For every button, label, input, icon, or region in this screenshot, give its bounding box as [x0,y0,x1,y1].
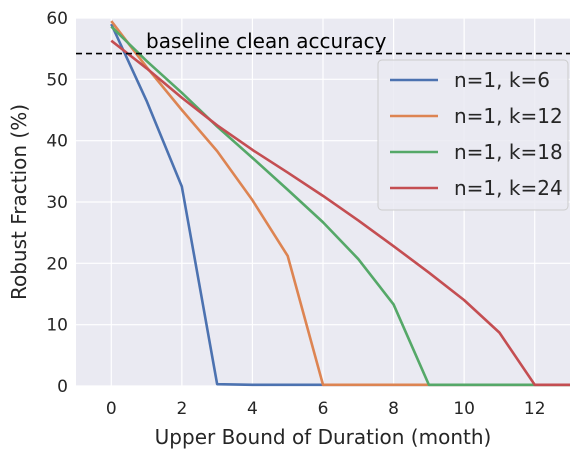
series-line [110,25,570,387]
y-tick-label: 10 [46,316,68,336]
legend-label: n=1, k=6 [454,68,550,92]
x-tick-label: 0 [106,399,117,419]
y-axis-label: Robust Fraction (%) [7,104,31,300]
y-tick-label: 40 [46,132,68,152]
series-lines [110,20,570,387]
baseline-label: baseline clean accuracy [146,29,387,53]
y-tick-label: 50 [46,70,68,90]
y-tick-label: 20 [46,254,68,274]
x-tick-label: 10 [453,399,475,419]
legend-label: n=1, k=18 [454,140,563,164]
x-tick-label: 12 [524,399,546,419]
y-tick-label: 0 [57,377,68,397]
x-tick-label: 6 [318,399,329,419]
legend-label: n=1, k=12 [454,104,563,128]
y-tick-label: 60 [46,9,68,29]
x-tick-label: 4 [247,399,258,419]
x-tick-labels: 0 2 4 6 8 10 12 [106,399,546,419]
x-tick-label: 8 [388,399,399,419]
legend-label: n=1, k=24 [454,176,563,200]
x-tick-label: 2 [176,399,187,419]
y-tick-label: 30 [46,193,68,213]
x-axis-label: Upper Bound of Duration (month) [155,425,492,449]
legend: n=1, k=6 n=1, k=12 n=1, k=18 n=1, k=24 [377,59,569,211]
legend-frame [377,59,569,211]
y-tick-labels: 0 10 20 30 40 50 60 [46,9,68,397]
series-line [110,39,570,387]
baseline: baseline clean accuracy [76,29,570,55]
